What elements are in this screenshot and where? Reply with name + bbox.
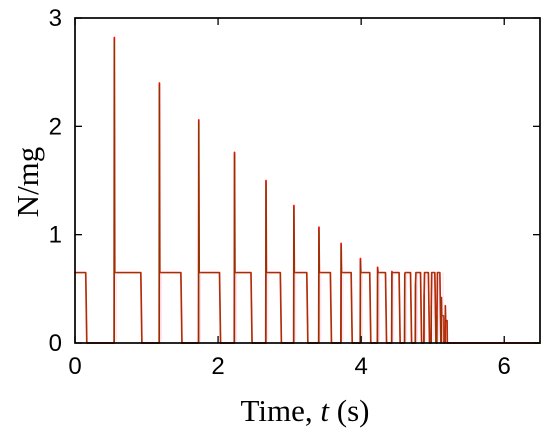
x-tick-label: 6 [498,353,511,380]
pink-dense-band [115,272,444,341]
plot-layer [74,36,541,344]
plot-frame [74,17,541,344]
y-axis-label: N/mg [10,147,45,218]
y-tick-label: 3 [49,5,62,32]
y-tick-label: 0 [49,330,62,357]
x-tick-label: 4 [354,353,367,380]
x-axis-label-prefix: Time, [241,393,321,428]
x-axis-label: Time, t (s) [241,393,370,428]
x-axis-label-symbol: t [320,393,330,428]
series-line-brown [74,40,541,344]
axis-layer: 0 2 4 6 0 1 2 3 [49,5,541,380]
y-tick-label: 2 [49,113,62,140]
x-axis-label-unit: (s) [337,393,370,428]
x-tick-label: 0 [68,353,81,380]
y-tick-label: 1 [49,222,62,249]
x-tick-label: 2 [211,353,224,380]
